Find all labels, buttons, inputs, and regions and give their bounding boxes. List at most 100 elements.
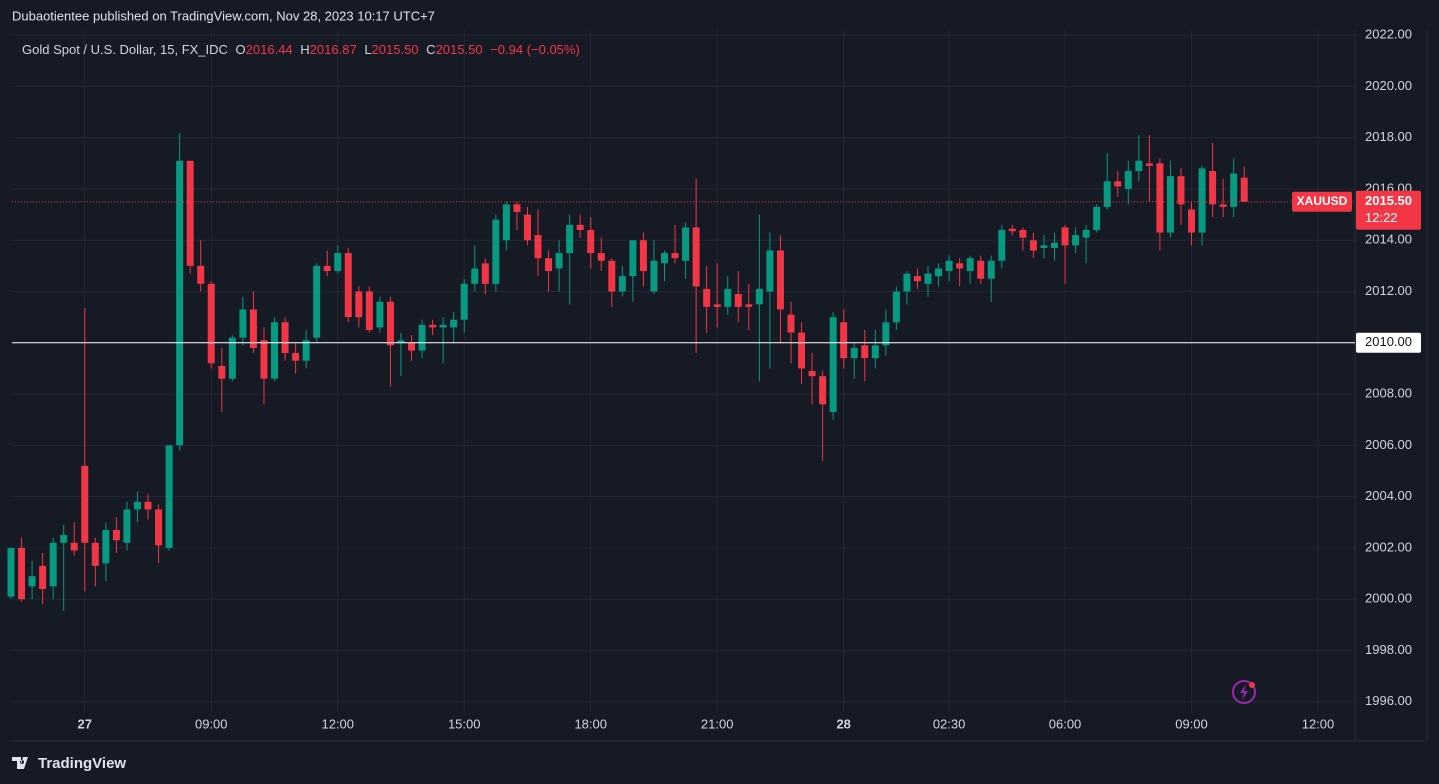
candle-body [302, 340, 310, 361]
candle-body [186, 160, 194, 266]
candle-body [829, 317, 837, 413]
x-tick-label: 02:30 [933, 716, 966, 731]
candle-body [365, 291, 373, 330]
candle-body [218, 365, 226, 379]
candle-body [334, 253, 342, 272]
last-price-box [1356, 190, 1421, 230]
candle-body [176, 160, 184, 446]
candle-body [323, 265, 331, 272]
candle-body [882, 322, 890, 346]
candle-body [81, 465, 89, 543]
y-tick-label: 2002.00 [1365, 539, 1412, 554]
candle-body [1230, 173, 1238, 207]
candle-body [703, 288, 711, 307]
candle-body [661, 253, 668, 264]
candle-body [566, 224, 574, 254]
candle-body [492, 219, 500, 284]
candle-body [1198, 168, 1206, 233]
candle-body [966, 258, 974, 272]
candle-body [545, 258, 553, 272]
candle-body [292, 353, 300, 361]
candle-body [260, 340, 268, 379]
candle-body [639, 240, 647, 272]
last-price-label: 2015.50 [1365, 193, 1412, 208]
candle-body [776, 250, 784, 310]
plot-area [7, 30, 1355, 712]
candle-body [850, 347, 858, 359]
candle-body [429, 324, 437, 328]
candle-body [271, 322, 279, 379]
candle-body [376, 301, 384, 328]
candle-body [28, 576, 36, 587]
candle-body [998, 229, 1006, 261]
alert-icon[interactable] [1232, 680, 1256, 704]
candle-body [808, 371, 816, 377]
candle-body [281, 322, 289, 354]
candle-body [629, 240, 637, 277]
candle-body [49, 542, 57, 587]
symbol: Gold Spot / U.S. Dollar, 15, FX_IDC [22, 42, 228, 57]
candle-body [1040, 245, 1048, 248]
open: 2016.44 [246, 42, 293, 57]
candle-body [987, 260, 995, 279]
candle-body [207, 283, 215, 364]
candle-body [523, 214, 531, 241]
y-tick-label: 2014.00 [1365, 232, 1412, 247]
symbol-tag-box [1292, 191, 1352, 212]
low: 2015.50 [372, 42, 419, 57]
candle-body [977, 260, 985, 279]
candle-body [1103, 181, 1111, 207]
h-label: H [300, 42, 309, 57]
candle-body [1061, 227, 1069, 246]
candle-body [1008, 228, 1016, 232]
candle-body [144, 501, 152, 510]
y-tick-label: 2018.00 [1365, 129, 1412, 144]
candle-body [1114, 181, 1122, 187]
candle-body [1135, 160, 1143, 172]
x-tick-label: 15:00 [448, 716, 481, 731]
candle-body [471, 268, 479, 284]
candle-body [355, 291, 363, 318]
candle-body [481, 263, 489, 284]
high: 2016.87 [310, 42, 357, 57]
candle-body [102, 529, 110, 564]
candle-body [450, 319, 458, 328]
candle-body [18, 547, 26, 600]
candle-body [460, 283, 468, 320]
y-tick-label: 2000.00 [1365, 591, 1412, 606]
candle-body [576, 224, 584, 230]
candle-body [313, 265, 321, 338]
candle-body [1124, 171, 1132, 189]
x-tick-label: 18:00 [574, 716, 607, 731]
footer-logo[interactable]: TradingView [12, 755, 126, 772]
candle-body [112, 529, 120, 541]
alert-circle[interactable] [1232, 680, 1256, 704]
candle-body [1188, 209, 1196, 233]
y-tick-label: 1996.00 [1365, 693, 1412, 708]
c-label: C [426, 42, 435, 57]
candle-body [819, 376, 827, 405]
candle-body [935, 268, 943, 277]
candle-body [60, 535, 68, 543]
candle-body [913, 276, 921, 282]
candle-body [228, 337, 236, 379]
y-tick-label: 2006.00 [1365, 437, 1412, 452]
byline: Dubaotientee published on TradingView.co… [12, 8, 435, 23]
candle-body [1050, 242, 1058, 248]
logo-mark [12, 757, 28, 769]
alert-dot [1249, 682, 1255, 688]
x-tick-label: 09:00 [1175, 716, 1208, 731]
candle-body [197, 265, 205, 284]
candle-body [344, 253, 352, 318]
candle-body [924, 273, 932, 284]
legend-header: Gold Spot / U.S. Dollar, 15, FX_IDC O201… [22, 42, 580, 57]
candle-body [618, 276, 626, 292]
candle-body [903, 273, 911, 292]
candle-body [597, 253, 605, 261]
brand: TradingView [38, 755, 126, 772]
x-tick-label: 09:00 [195, 716, 228, 731]
change: −0.94 (−0.05%) [490, 42, 580, 57]
candle-body [798, 332, 806, 369]
candle-body [734, 294, 742, 307]
